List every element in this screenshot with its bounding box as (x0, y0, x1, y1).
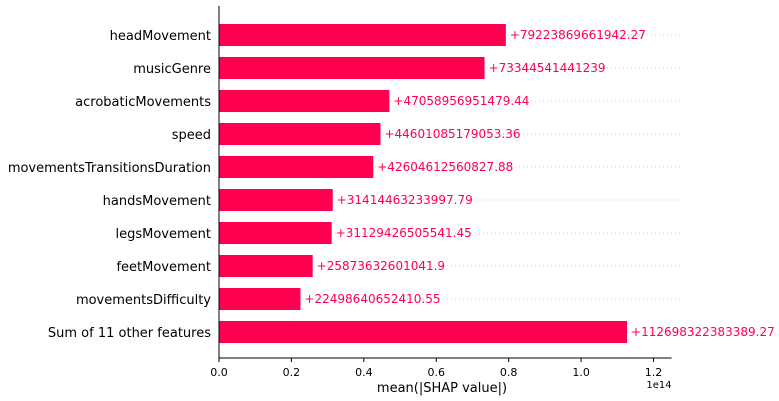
bar (219, 222, 332, 244)
value-label: +112698322383389.27 (631, 325, 775, 339)
x-tick-label: 0.8 (500, 366, 518, 379)
value-label: +47058956951479.44 (393, 94, 529, 108)
feature-label: musicGenre (133, 62, 211, 77)
feature-label: movementsTransitionsDuration (8, 161, 211, 176)
value-label: +31414463233997.79 (337, 193, 473, 207)
x-tick-label: 0.2 (283, 366, 301, 379)
feature-label: Sum of 11 other features (48, 326, 211, 341)
value-label: +79223869661942.27 (510, 28, 646, 42)
bar (219, 189, 333, 211)
value-label: +42604612560827.88 (377, 160, 513, 174)
value-label: +44601085179053.36 (384, 127, 520, 141)
x-tick-label: 0.0 (210, 366, 228, 379)
x-axis-offset-label: 1e14 (646, 380, 671, 391)
bar (219, 288, 301, 310)
value-label: +31129426505541.45 (336, 226, 472, 240)
feature-label: movementsDifficulty (76, 293, 211, 308)
value-label: +22498640652410.55 (304, 292, 440, 306)
feature-label: speed (172, 128, 211, 143)
bar (219, 156, 374, 178)
feature-label: legsMovement (116, 227, 212, 242)
feature-label: acrobaticMovements (75, 95, 211, 110)
value-label: +73344541441239 (489, 61, 606, 75)
feature-label: handsMovement (103, 194, 211, 209)
bar (219, 24, 506, 46)
feature-label: feetMovement (116, 260, 211, 275)
bar (219, 321, 628, 343)
feature-label: headMovement (110, 29, 211, 44)
bar (219, 90, 390, 112)
row-guides (219, 34, 682, 333)
bars-group (219, 24, 628, 343)
x-tick-label: 0.6 (428, 366, 446, 379)
x-tick-label: 0.4 (355, 366, 373, 379)
x-ticks-group: 0.0 0.2 0.4 0.6 0.8 1.0 1.2 (210, 358, 662, 379)
bar (219, 123, 381, 145)
x-axis-title: mean(|SHAP value|) (377, 381, 507, 396)
bar (219, 255, 313, 277)
value-labels-group: +79223869661942.27 +73344541441239 +470589… (304, 28, 774, 339)
feature-labels-group: headMovement musicGenre acrobaticMovements… (8, 29, 211, 341)
x-tick-label: 1.2 (645, 366, 663, 379)
x-tick-label: 1.0 (572, 366, 590, 379)
bar (219, 57, 485, 79)
value-label: +25873632601041.9 (317, 259, 445, 273)
